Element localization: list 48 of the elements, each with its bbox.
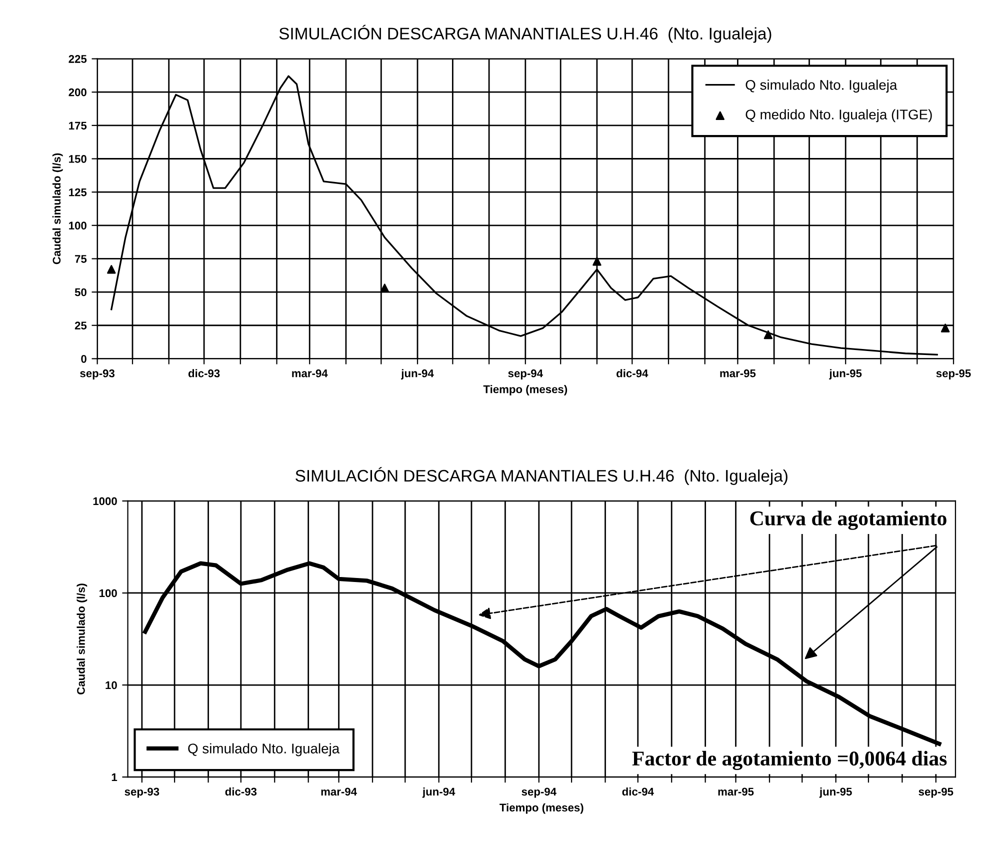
x-tick-label: mar-94 [292,369,328,378]
y-tick-label: 1 [112,773,118,782]
x-tick-label: jun-94 [400,369,434,380]
x-tick-label: jun-95 [829,369,862,380]
legend-label: Q medido Nto. Igualeja (ITGE) [746,109,932,122]
y-tick-label: 0 [81,354,86,363]
y-tick-label: 175 [69,122,87,130]
chart-title: SIMULACIÓN DESCARGA MANANTIALES U.H.46 (Nto. Igualeja) [296,467,788,485]
y-tick-label: 25 [74,322,87,330]
x-tick-label: mar-95 [718,788,754,796]
point [107,265,116,274]
point [380,284,390,292]
y-axis-title: Caudal simulado (l/s) [52,153,63,264]
chart-title: SIMULACIÓN DESCARGA MANANTIALES U.H.46 (Nto. Igualeja) [279,24,772,43]
x-tick-label: jun-94 [422,787,456,798]
x-tick-label: mar-94 [321,788,357,796]
y-tick-label: 1000 [93,497,117,506]
x-axis-title: Tiempo (meses) [500,803,584,814]
x-axis-title: Tiempo (meses) [483,385,568,396]
y-tick-label: 10 [106,681,117,690]
x-tick-label: sep-94 [508,369,543,380]
y-tick-label: 100 [100,589,117,598]
annotation: Factor de agotamiento =0,0064 dias [632,750,947,770]
x-tick-label: dic-93 [225,787,257,796]
x-tick-label: sep-94 [522,788,556,798]
x-tick-label: sep-95 [918,788,954,798]
y-tick-label: 225 [68,55,87,63]
y-tick-label: 50 [74,288,86,296]
x-tick-label: sep-93 [80,369,115,380]
x-tick-label: dic-94 [622,787,654,796]
x-tick-label: mar-95 [720,369,756,378]
x-tick-label: dic-94 [616,369,648,378]
x-tick-label: sep-95 [936,369,971,380]
x-tick-label: dic-93 [188,369,220,378]
point [592,257,602,266]
annotation: Curva de agotamiento [750,510,946,530]
y-tick-label: 150 [69,155,86,163]
legend-label: Q simulado Nto. Igualeja [746,80,898,93]
y-axis-title: Caudal simulado (l/s) [76,584,88,694]
y-tick-label: 75 [75,255,87,263]
point [764,330,773,340]
x-tick-label: sep-93 [124,788,160,798]
point [940,324,950,332]
legend-label: Q simulado Nto. Igualeja [188,743,340,756]
x-tick-label: jun-95 [819,787,852,798]
y-tick-label: 100 [69,222,86,230]
y-tick-label: 125 [69,188,87,196]
y-tick-label: 200 [68,88,86,96]
